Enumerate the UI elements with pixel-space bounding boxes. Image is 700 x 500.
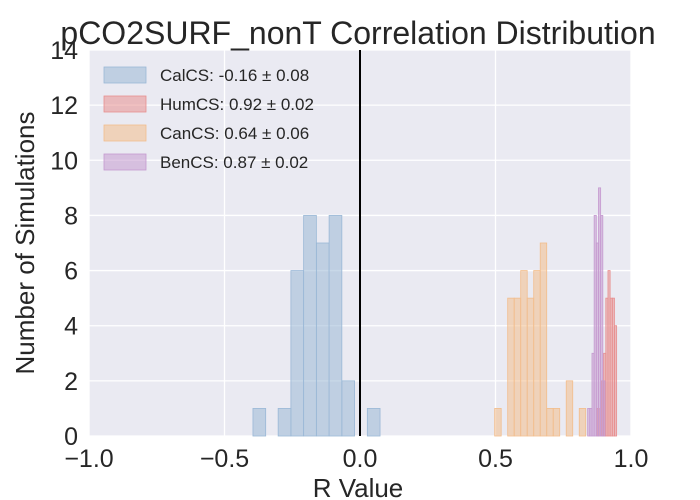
histogram-bar-3 — [546, 408, 554, 437]
y-tick-labels: 0 2 4 6 8 10 12 14 — [50, 37, 78, 451]
histogram-bar-1 — [290, 270, 305, 437]
histogram-bar-3 — [513, 297, 522, 437]
y-tick-label: 6 — [64, 258, 78, 286]
legend: CalCS: -0.16 ± 0.08 HumCS: 0.92 ± 0.02 Can… — [103, 66, 314, 172]
x-tick-label: −1.0 — [64, 445, 113, 473]
y-tick-label: 0 — [64, 423, 78, 451]
histogram-bar-1 — [366, 408, 381, 437]
y-tick-label: 2 — [64, 368, 78, 396]
histogram-bar-3 — [507, 297, 515, 437]
legend-label: BenCS: 0.87 ± 0.02 — [160, 153, 308, 172]
legend-label: CanCS: 0.64 ± 0.06 — [160, 124, 309, 143]
histogram-bar-1 — [252, 408, 267, 437]
y-tick-label: 12 — [50, 92, 78, 120]
histogram-bar-3 — [533, 270, 541, 437]
legend-swatch — [103, 153, 147, 171]
histogram-bar-1 — [328, 215, 343, 437]
histogram-bar-1 — [277, 408, 292, 437]
legend-swatch — [103, 124, 147, 142]
histogram-bar-3 — [552, 408, 561, 437]
histogram-bar-3 — [520, 270, 528, 437]
histogram-bars — [252, 187, 618, 437]
x-tick-labels: −1.0 −0.5 0.0 0.5 1.0 — [64, 445, 648, 473]
histogram-bar-1 — [303, 215, 317, 437]
legend-label: CalCS: -0.16 ± 0.08 — [160, 66, 309, 85]
y-tick-label: 10 — [50, 147, 78, 175]
y-tick-label: 14 — [50, 37, 78, 65]
histogram-bar-3 — [526, 297, 535, 437]
histogram-bar-4 — [600, 215, 604, 437]
y-axis-label: Number of Simulations — [10, 112, 40, 375]
histogram-bar-1 — [341, 380, 355, 437]
legend-swatch — [103, 95, 147, 113]
x-tick-label: −0.5 — [200, 445, 249, 473]
y-tick-label: 4 — [64, 313, 78, 341]
histogram-bar-3 — [565, 380, 574, 437]
histogram-bar-1 — [315, 242, 330, 437]
x-tick-label: 0.5 — [478, 445, 513, 473]
histogram-bar-2 — [614, 325, 618, 437]
legend-swatch — [103, 66, 147, 84]
x-tick-label: 0.0 — [343, 445, 378, 473]
y-tick-label: 8 — [64, 202, 78, 230]
legend-label: HumCS: 0.92 ± 0.02 — [160, 95, 314, 114]
histogram-bar-3 — [539, 242, 548, 437]
histogram-bar-3 — [578, 408, 587, 437]
histogram-bar-3 — [494, 408, 502, 437]
histogram-bar-4 — [602, 380, 606, 437]
x-tick-label: 1.0 — [614, 445, 649, 473]
chart-title: pCO2SURF_nonT Correlation Distribution — [60, 15, 655, 51]
x-axis-label: R Value — [313, 473, 404, 500]
